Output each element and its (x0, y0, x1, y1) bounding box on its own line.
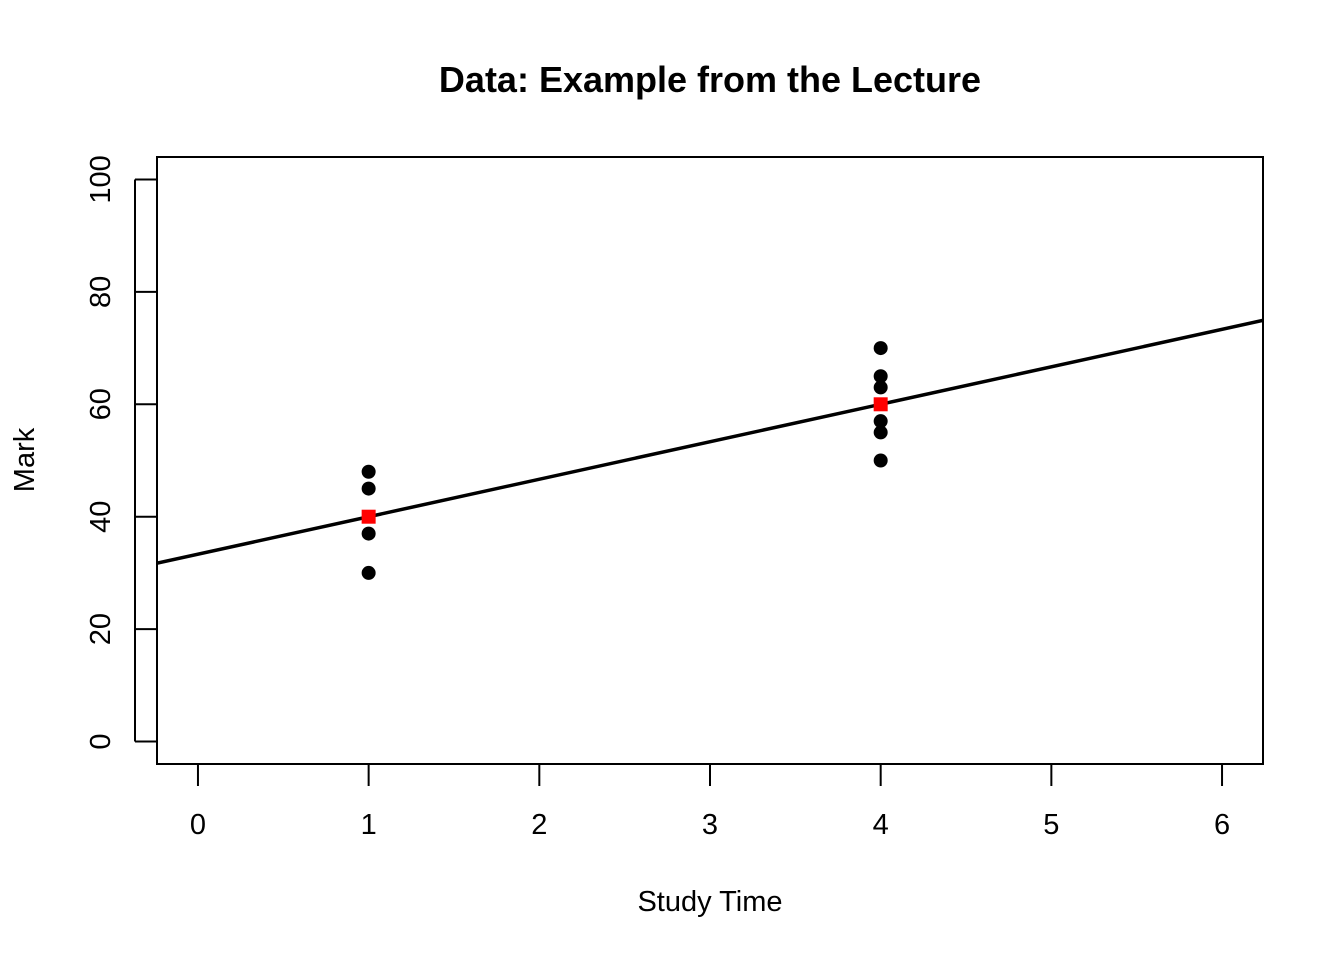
y-tick-label: 0 (85, 733, 117, 749)
plot-content (157, 318, 1263, 580)
x-tick-label: 3 (702, 809, 718, 841)
x-tick-label: 4 (873, 809, 889, 841)
x-axis: 0 1 2 3 4 5 6 (190, 763, 1230, 841)
data-point (873, 425, 888, 440)
x-tick-label: 2 (531, 809, 547, 841)
data-point (361, 565, 376, 580)
chart-title: Data: Example from the Lecture (439, 59, 981, 100)
y-tick-label: 60 (85, 388, 117, 420)
data-point (873, 369, 888, 384)
x-tick-label: 6 (1214, 809, 1230, 841)
data-point (873, 380, 888, 395)
x-axis-label: Study Time (637, 886, 782, 918)
x-tick-label: 1 (361, 809, 377, 841)
mean-point (361, 509, 376, 524)
y-tick-label: 100 (85, 155, 117, 203)
data-point (361, 481, 376, 496)
data-point (361, 526, 376, 541)
data-point (361, 464, 376, 479)
data-point (873, 414, 888, 429)
x-tick-label: 0 (190, 809, 206, 841)
y-axis-label: Mark (9, 427, 41, 492)
y-tick-label: 80 (85, 276, 117, 308)
data-point (873, 341, 888, 356)
x-tick-label: 5 (1043, 809, 1059, 841)
plot-frame (156, 156, 1264, 765)
y-tick-label: 20 (85, 613, 117, 645)
regression-line (157, 318, 1263, 565)
y-tick-label: 40 (85, 501, 117, 533)
data-point (873, 453, 888, 468)
mean-point (873, 397, 888, 412)
y-axis: 0 20 40 60 80 100 (85, 155, 157, 750)
